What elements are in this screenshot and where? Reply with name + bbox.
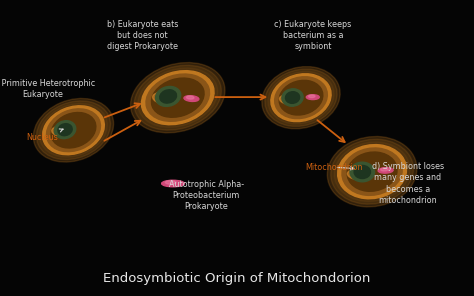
Ellipse shape [265, 69, 337, 126]
Ellipse shape [165, 181, 176, 184]
Ellipse shape [347, 169, 371, 180]
Ellipse shape [160, 90, 176, 103]
Ellipse shape [146, 74, 210, 121]
Ellipse shape [262, 67, 340, 129]
Text: Nucleus: Nucleus [26, 129, 63, 142]
Ellipse shape [141, 71, 214, 125]
Ellipse shape [268, 71, 334, 124]
Text: a) Primitive Heterotrophic
Eukaryote: a) Primitive Heterotrophic Eukaryote [0, 79, 95, 99]
Ellipse shape [43, 106, 104, 155]
Ellipse shape [328, 136, 417, 207]
Ellipse shape [354, 165, 371, 178]
Ellipse shape [350, 162, 374, 182]
Ellipse shape [58, 124, 72, 136]
Ellipse shape [186, 96, 194, 99]
Ellipse shape [331, 139, 413, 204]
Ellipse shape [378, 168, 393, 173]
Text: Autotrophic Alpha-
Proteobacterium
Prokaryote: Autotrophic Alpha- Proteobacterium Proka… [169, 180, 244, 211]
Ellipse shape [33, 99, 114, 162]
Text: d) Symbiont loses
many genes and
becomes a
mitochondrion: d) Symbiont loses many genes and becomes… [372, 163, 444, 205]
Ellipse shape [279, 80, 323, 115]
Ellipse shape [52, 126, 72, 137]
Ellipse shape [334, 142, 410, 202]
Ellipse shape [306, 95, 319, 99]
Ellipse shape [309, 95, 315, 98]
Ellipse shape [151, 78, 204, 117]
Ellipse shape [342, 148, 402, 195]
Ellipse shape [138, 68, 218, 127]
Ellipse shape [162, 180, 184, 187]
Ellipse shape [271, 74, 331, 122]
Text: c) Eukaryote keeps
bacterium as a
symbiont: c) Eukaryote keeps bacterium as a symbio… [274, 20, 351, 51]
Text: Mitochondrion: Mitochondrion [306, 163, 363, 172]
Ellipse shape [184, 96, 199, 102]
Ellipse shape [381, 168, 388, 171]
Text: b) Eukaryote eats
but does not
digest Prokaryote: b) Eukaryote eats but does not digest Pr… [107, 20, 178, 51]
Ellipse shape [274, 77, 328, 119]
Ellipse shape [282, 89, 303, 106]
Ellipse shape [51, 112, 96, 148]
Ellipse shape [55, 121, 76, 139]
Ellipse shape [130, 62, 225, 133]
Ellipse shape [36, 101, 110, 160]
Ellipse shape [337, 145, 407, 199]
Ellipse shape [134, 65, 221, 130]
Ellipse shape [279, 94, 300, 104]
Ellipse shape [46, 109, 100, 152]
Ellipse shape [153, 92, 175, 104]
Ellipse shape [39, 103, 108, 157]
Ellipse shape [347, 152, 397, 191]
Ellipse shape [285, 92, 300, 103]
Text: Endosymbiotic Origin of Mitochondorion: Endosymbiotic Origin of Mitochondorion [103, 272, 371, 285]
Ellipse shape [155, 86, 181, 106]
